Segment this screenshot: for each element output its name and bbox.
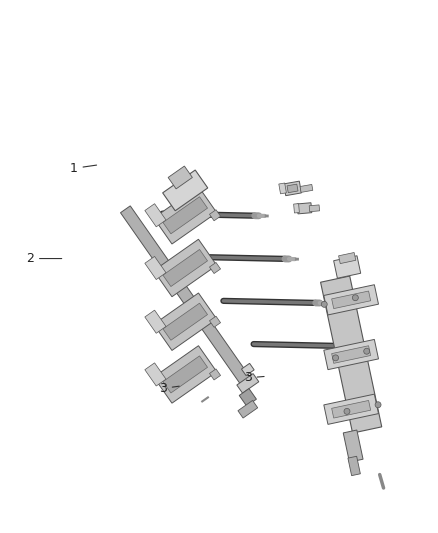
Polygon shape (343, 430, 363, 462)
Polygon shape (324, 285, 378, 315)
Polygon shape (154, 346, 217, 403)
Polygon shape (209, 209, 221, 221)
Text: 3: 3 (159, 382, 179, 395)
Polygon shape (348, 456, 360, 475)
Circle shape (364, 348, 370, 354)
Polygon shape (293, 204, 299, 213)
Polygon shape (145, 363, 166, 386)
Polygon shape (284, 181, 301, 196)
Circle shape (344, 408, 350, 414)
Polygon shape (297, 203, 312, 214)
Polygon shape (163, 249, 208, 287)
Circle shape (332, 355, 339, 361)
Polygon shape (238, 400, 258, 418)
Polygon shape (145, 256, 166, 280)
Text: 2: 2 (26, 252, 62, 265)
Text: 3: 3 (244, 372, 264, 384)
Circle shape (321, 301, 327, 308)
Polygon shape (309, 205, 320, 212)
Polygon shape (332, 400, 371, 418)
Polygon shape (332, 291, 371, 309)
Circle shape (352, 295, 358, 301)
Polygon shape (334, 256, 361, 278)
Polygon shape (324, 340, 378, 370)
Polygon shape (241, 364, 254, 376)
Polygon shape (168, 166, 192, 189)
Polygon shape (145, 204, 166, 227)
Circle shape (375, 402, 381, 408)
Polygon shape (237, 374, 259, 393)
Polygon shape (163, 356, 208, 393)
Polygon shape (279, 183, 286, 194)
Polygon shape (162, 170, 208, 211)
Polygon shape (332, 346, 371, 364)
Polygon shape (154, 293, 217, 350)
Polygon shape (145, 310, 166, 333)
Polygon shape (239, 389, 256, 406)
Polygon shape (163, 303, 208, 340)
Polygon shape (287, 184, 298, 193)
Polygon shape (209, 262, 221, 273)
Text: 1: 1 (70, 162, 96, 175)
Polygon shape (339, 253, 356, 264)
Polygon shape (300, 184, 313, 192)
Polygon shape (324, 394, 378, 424)
Polygon shape (154, 187, 217, 244)
Polygon shape (120, 206, 250, 384)
Polygon shape (163, 197, 208, 234)
Polygon shape (209, 316, 221, 327)
Polygon shape (209, 369, 221, 380)
Polygon shape (321, 276, 382, 433)
Polygon shape (154, 239, 217, 297)
